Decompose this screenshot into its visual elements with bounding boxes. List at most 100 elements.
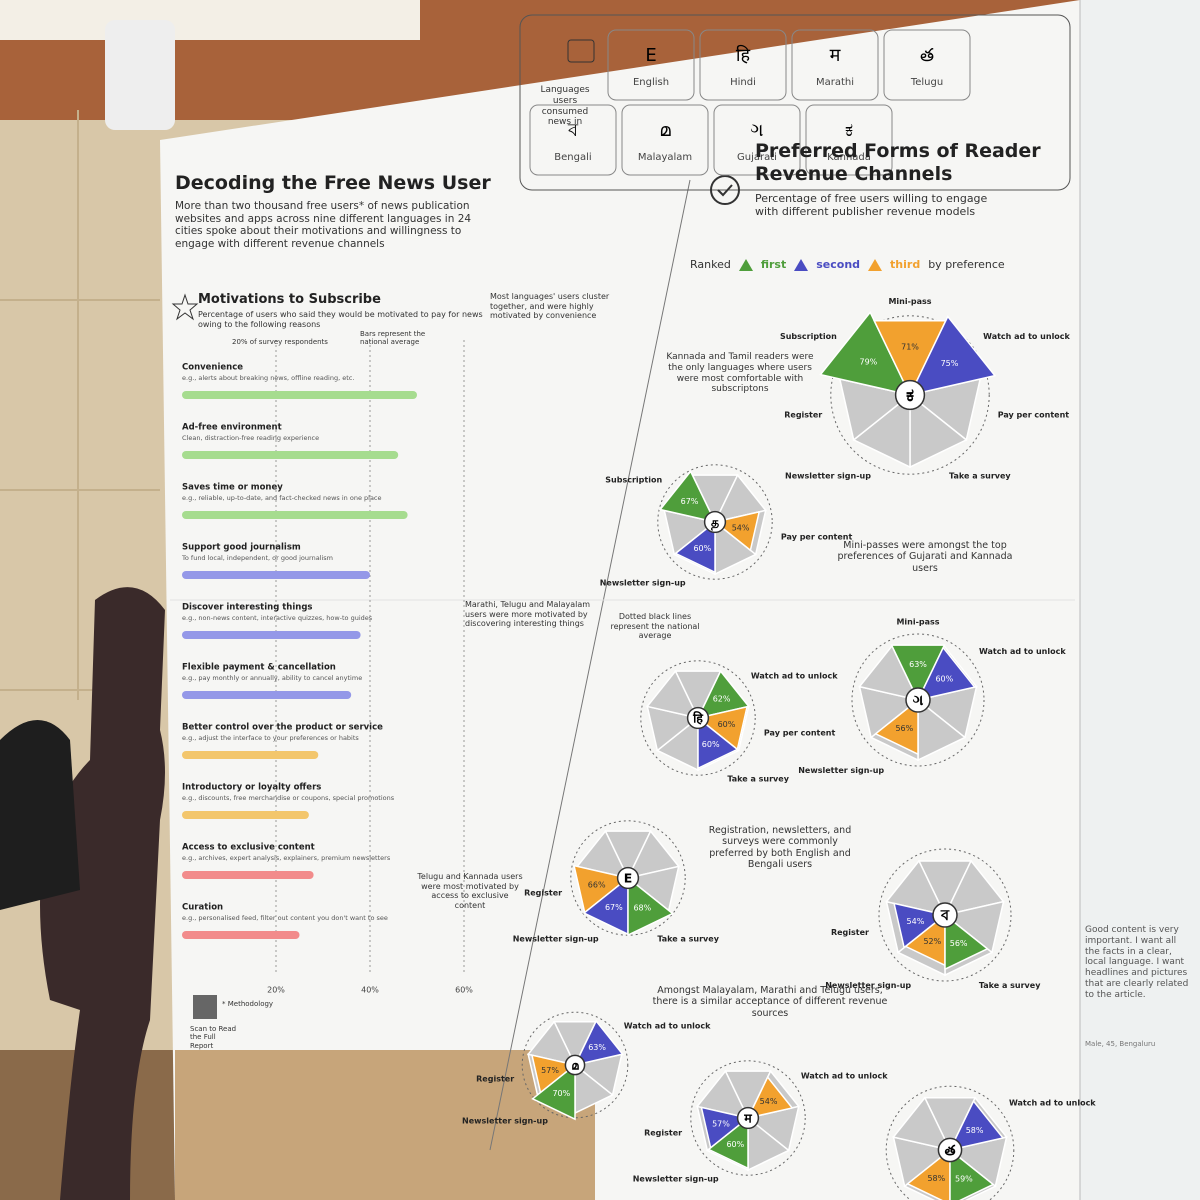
segment (892, 1096, 952, 1152)
value-label: 60% (693, 544, 711, 553)
segment-label: Pay per content (998, 411, 1070, 420)
legend-entry: first (760, 258, 787, 271)
average-outline (570, 820, 686, 936)
segment-label: Newsletter sign-up (633, 1174, 719, 1183)
legend: Ranked first second third by preference (690, 258, 1005, 271)
ranked-segment (916, 646, 976, 702)
ranked-segment (531, 1063, 576, 1121)
motivation-name: Support good journalism (182, 543, 301, 553)
center-badge (616, 866, 640, 890)
motivation-description: e.g., adjust the interface to your prefe… (182, 734, 359, 742)
value-label: 63% (909, 660, 927, 669)
note: Kannada and Tamil readers were the only … (666, 352, 814, 395)
segment-label: Take a survey (657, 934, 719, 943)
motivation-description: e.g., reliable, up-to-date, and fact-che… (182, 494, 382, 502)
language-name: Bengali (554, 152, 591, 163)
value-label: 57% (712, 1120, 730, 1129)
segment-label: Watch ad to unlock (624, 1022, 711, 1031)
value-label: 71% (901, 343, 919, 352)
average-outline (878, 848, 1012, 982)
value-label: 56% (950, 939, 968, 948)
ranked-segment (746, 1075, 794, 1120)
tick-label: 40% (361, 986, 379, 995)
value-label: 52% (923, 937, 941, 946)
value-label: 60% (702, 740, 720, 749)
motivation-name: Flexible payment & cancellation (182, 663, 336, 673)
language-cell (607, 29, 695, 101)
average-outline (885, 1085, 1015, 1200)
bar (182, 451, 399, 459)
segment-label: Pay per content (781, 533, 853, 542)
value-label: 58% (966, 1126, 984, 1135)
title: Decoding the Free News User (175, 172, 491, 194)
column-divider (489, 179, 691, 1151)
segment-label: Watch ad to unlock (751, 671, 838, 680)
language-name: Marathi (816, 77, 854, 88)
segment-label: Newsletter sign-up (798, 766, 884, 775)
revenue-subtitle: Percentage of free users willing to enga… (755, 192, 988, 219)
revenue-title: Preferred Forms of Reader Revenue Channe… (755, 140, 1041, 185)
average-outline (657, 464, 773, 580)
note: Most languages' users cluster together, … (490, 292, 610, 321)
motivation-name: Ad-free environment (182, 423, 282, 433)
value-label: 75% (941, 359, 959, 368)
segment-label: Watch ad to unlock (801, 1071, 888, 1080)
value-label: 67% (681, 497, 699, 506)
check-icon (710, 175, 740, 205)
value-label: 54% (760, 1097, 778, 1106)
segment-label: Subscription (780, 332, 837, 341)
legend-swatch (868, 258, 883, 271)
value-label: 56% (895, 724, 913, 733)
language-glyph: म (830, 45, 842, 66)
language-cell (713, 104, 801, 176)
ranked-segment (908, 315, 997, 397)
ranked-segment (627, 876, 674, 937)
quote: Good content is very important. I want a… (1085, 925, 1189, 1000)
ceiling-light-panel (0, 0, 420, 40)
bar (182, 691, 352, 699)
segment-label: Watch ad to unlock (979, 647, 1066, 656)
language-glyph: हि (736, 44, 751, 66)
motivation-description: e.g., archives, expert analysis, explain… (182, 854, 391, 862)
language-name: Kannada (827, 152, 871, 163)
note: Mini-passes were amongst the top prefere… (837, 540, 1013, 574)
center-glyph: ব (940, 908, 950, 924)
check-mark (717, 184, 733, 197)
side-panel (1080, 0, 1200, 1200)
legend-swatch (738, 258, 753, 271)
value-label: 59% (955, 1174, 973, 1183)
language-glyph: ಕ (845, 120, 853, 141)
ranked-segment (674, 520, 716, 574)
value-label: 70% (552, 1089, 570, 1098)
average-outline (690, 1060, 806, 1176)
center-badge (736, 1106, 760, 1130)
bar (182, 811, 309, 819)
language-glyph: മ (659, 120, 671, 141)
average-outline (521, 1011, 629, 1119)
legend-swatch (794, 258, 809, 271)
center-glyph: മ (571, 1059, 579, 1073)
motivation-name: Curation (182, 903, 223, 913)
motivation-description: e.g., pay monthly or annually, ability t… (182, 674, 362, 682)
language-name: Gujarati (737, 152, 777, 163)
bar (182, 931, 300, 939)
value-label: 68% (633, 903, 651, 912)
segment-label: Newsletter sign-up (462, 1117, 548, 1126)
language-glyph: ગ (750, 120, 763, 141)
ranked-segment (949, 1148, 995, 1200)
segment-label: Register (476, 1074, 514, 1083)
ranked-segment (948, 1099, 1005, 1152)
note: 20% of survey respondents (232, 338, 328, 346)
bar (182, 511, 408, 519)
segment-label: Mini-pass (896, 618, 939, 627)
chat-icon (567, 39, 595, 63)
language-glyph: E (645, 45, 656, 66)
note: Telugu and Kannada users were most motiv… (417, 872, 523, 910)
motivation-name: Access to exclusive content (182, 843, 315, 853)
language-name: Hindi (730, 77, 756, 88)
language-name: Telugu (910, 77, 943, 88)
star-icon (171, 293, 199, 321)
segment-label: Subscription (605, 475, 662, 484)
value-label: 62% (713, 695, 731, 704)
